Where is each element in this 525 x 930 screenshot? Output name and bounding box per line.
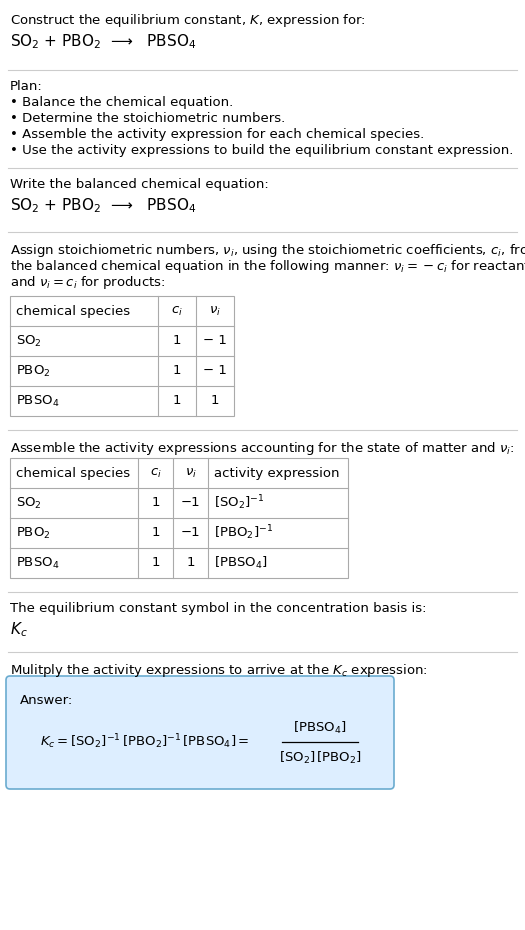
Bar xyxy=(10,458,348,578)
Text: • Determine the stoichiometric numbers.: • Determine the stoichiometric numbers. xyxy=(10,112,285,125)
Text: Assemble the activity expressions accounting for the state of matter and $\nu_i$: Assemble the activity expressions accoun… xyxy=(10,440,514,457)
Text: 1: 1 xyxy=(151,526,160,539)
Text: 1: 1 xyxy=(151,556,160,569)
Text: 1: 1 xyxy=(173,394,181,407)
Text: 1: 1 xyxy=(211,394,219,407)
Text: −1: −1 xyxy=(181,526,201,539)
Text: 1: 1 xyxy=(173,335,181,348)
Text: PBO$_2$: PBO$_2$ xyxy=(16,364,50,379)
FancyBboxPatch shape xyxy=(6,676,394,789)
Text: $c_i$: $c_i$ xyxy=(171,304,183,317)
Text: Assign stoichiometric numbers, $\nu_i$, using the stoichiometric coefficients, $: Assign stoichiometric numbers, $\nu_i$, … xyxy=(10,242,525,259)
Text: −1: −1 xyxy=(181,497,201,510)
Text: SO$_2$ + PBO$_2$  ⟶   PBSO$_4$: SO$_2$ + PBO$_2$ ⟶ PBSO$_4$ xyxy=(10,32,196,51)
Bar xyxy=(10,296,234,416)
Text: Write the balanced chemical equation:: Write the balanced chemical equation: xyxy=(10,178,269,191)
Text: • Balance the chemical equation.: • Balance the chemical equation. xyxy=(10,96,233,109)
Text: chemical species: chemical species xyxy=(16,467,130,480)
Text: SO$_2$: SO$_2$ xyxy=(16,496,42,511)
Text: $K_c = [\mathrm{SO_2}]^{-1}\,[\mathrm{PBO_2}]^{-1}\,[\mathrm{PBSO_4}] =$: $K_c = [\mathrm{SO_2}]^{-1}\,[\mathrm{PB… xyxy=(40,733,249,751)
Text: Mulitply the activity expressions to arrive at the $K_c$ expression:: Mulitply the activity expressions to arr… xyxy=(10,662,428,679)
Text: 1: 1 xyxy=(173,365,181,378)
Text: Construct the equilibrium constant, $K$, expression for:: Construct the equilibrium constant, $K$,… xyxy=(10,12,366,29)
Text: $[\mathrm{SO_2}]^{-1}$: $[\mathrm{SO_2}]^{-1}$ xyxy=(214,494,265,512)
Text: − 1: − 1 xyxy=(203,335,227,348)
Text: $\nu_i$: $\nu_i$ xyxy=(184,467,196,480)
Text: PBSO$_4$: PBSO$_4$ xyxy=(16,393,59,408)
Text: PBO$_2$: PBO$_2$ xyxy=(16,525,50,540)
Text: SO$_2$ + PBO$_2$  ⟶   PBSO$_4$: SO$_2$ + PBO$_2$ ⟶ PBSO$_4$ xyxy=(10,196,196,215)
Text: Answer:: Answer: xyxy=(20,694,74,707)
Text: PBSO$_4$: PBSO$_4$ xyxy=(16,555,59,570)
Text: • Use the activity expressions to build the equilibrium constant expression.: • Use the activity expressions to build … xyxy=(10,144,513,157)
Text: 1: 1 xyxy=(151,497,160,510)
Text: − 1: − 1 xyxy=(203,365,227,378)
Text: Plan:: Plan: xyxy=(10,80,43,93)
Text: chemical species: chemical species xyxy=(16,304,130,317)
Text: SO$_2$: SO$_2$ xyxy=(16,334,42,349)
Text: $\nu_i$: $\nu_i$ xyxy=(209,304,221,317)
Text: and $\nu_i = c_i$ for products:: and $\nu_i = c_i$ for products: xyxy=(10,274,165,291)
Text: 1: 1 xyxy=(186,556,195,569)
Text: the balanced chemical equation in the following manner: $\nu_i = -c_i$ for react: the balanced chemical equation in the fo… xyxy=(10,258,525,275)
Text: • Assemble the activity expression for each chemical species.: • Assemble the activity expression for e… xyxy=(10,128,424,141)
Text: $c_i$: $c_i$ xyxy=(150,467,161,480)
Text: $[\mathrm{PBO_2}]^{-1}$: $[\mathrm{PBO_2}]^{-1}$ xyxy=(214,524,273,542)
Text: activity expression: activity expression xyxy=(214,467,340,480)
Text: $[\mathrm{PBSO_4}]$: $[\mathrm{PBSO_4}]$ xyxy=(214,555,268,571)
Text: $[\mathrm{PBSO_4}]$: $[\mathrm{PBSO_4}]$ xyxy=(293,720,347,736)
Text: $K_c$: $K_c$ xyxy=(10,620,28,639)
Text: The equilibrium constant symbol in the concentration basis is:: The equilibrium constant symbol in the c… xyxy=(10,602,426,615)
Text: $[\mathrm{SO_2}]\,[\mathrm{PBO_2}]$: $[\mathrm{SO_2}]\,[\mathrm{PBO_2}]$ xyxy=(279,750,361,766)
